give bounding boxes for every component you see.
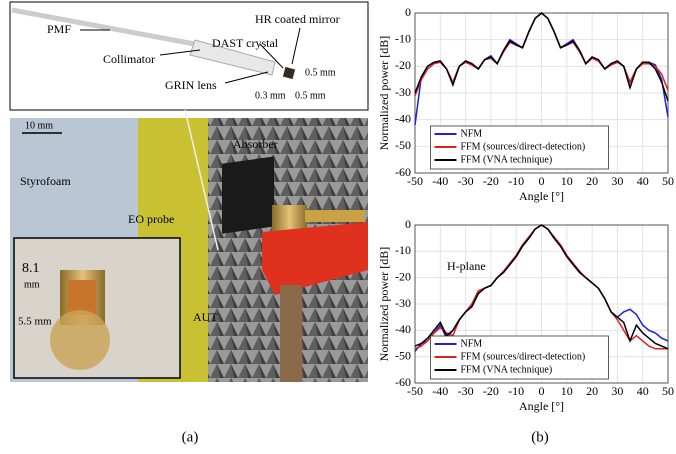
x-tick-label: 30 (611, 174, 623, 188)
label: 0.3 mm (255, 90, 286, 101)
x-tick-label: -10 (508, 174, 524, 188)
x-tick-label: 0 (539, 384, 545, 398)
label: 8.1 (22, 261, 40, 276)
y-tick-label: -20 (395, 269, 411, 283)
page: PMF Collimator GRIN lens DAST crystal HR… (0, 0, 676, 454)
caption: (b) (531, 429, 549, 445)
x-axis-label: Angle [°] (519, 189, 564, 203)
x-tick-label: 40 (637, 384, 649, 398)
x-tick-label: 30 (611, 384, 623, 398)
x-tick-label: -40 (432, 174, 448, 188)
x-tick-label: 20 (586, 384, 598, 398)
x-tick-label: 50 (662, 384, 674, 398)
y-axis-label: Normalized power [dB] (377, 247, 391, 362)
aut-aperture (68, 280, 96, 315)
x-tick-label: -20 (483, 174, 499, 188)
cable (305, 210, 365, 222)
x-tick-label: -30 (458, 384, 474, 398)
legend-label: FFM (VNA technique) (461, 154, 553, 165)
legend-label: NFM (461, 128, 483, 139)
annotation: H-plane (447, 259, 486, 273)
absorber (222, 156, 274, 233)
flange (50, 310, 110, 370)
label: PMF (47, 22, 71, 36)
label: EO probe (128, 212, 174, 226)
label: 5.5 mm (18, 316, 52, 328)
y-tick-label: -10 (395, 243, 411, 257)
label: Collimator (103, 52, 155, 66)
x-tick-label: 0 (539, 174, 545, 188)
x-tick-label: -40 (432, 384, 448, 398)
label: 10 mm (25, 120, 53, 131)
x-tick-label: 10 (561, 384, 573, 398)
legend-label: FFM (VNA technique) (461, 364, 553, 375)
label: Styrofoam (20, 174, 71, 188)
label: 0.5 mm (305, 67, 336, 78)
x-tick-label: -50 (407, 384, 423, 398)
label: 0.5 mm (295, 90, 326, 101)
y-tick-label: -50 (395, 138, 411, 152)
y-tick-label: 0 (405, 217, 411, 231)
y-tick-label: -10 (395, 31, 411, 45)
figure: PMF Collimator GRIN lens DAST crystal HR… (0, 0, 676, 449)
y-tick-label: -50 (395, 348, 411, 362)
label: DAST crystal (212, 36, 279, 50)
label: AUT (193, 310, 218, 324)
legend-label: FFM (sources/direct-detection) (461, 351, 586, 362)
x-tick-label: 10 (561, 174, 573, 188)
post (280, 285, 302, 382)
x-tick-label: -50 (407, 174, 423, 188)
y-tick-label: -20 (395, 58, 411, 72)
x-tick-label: 40 (637, 174, 649, 188)
x-tick-label: -20 (483, 384, 499, 398)
x-axis-label: Angle [°] (519, 399, 564, 413)
x-tick-label: 50 (662, 174, 674, 188)
label: GRIN lens (165, 78, 217, 92)
label: HR coated mirror (255, 12, 340, 26)
y-tick-label: -30 (395, 296, 411, 310)
label: mm (24, 279, 40, 290)
y-axis-label: Normalized power [dB] (377, 36, 391, 151)
y-tick-label: -30 (395, 85, 411, 99)
label: Absorber (233, 137, 278, 151)
x-tick-label: -10 (508, 384, 524, 398)
legend-label: FFM (sources/direct-detection) (461, 141, 586, 152)
legend-label: NFM (461, 338, 483, 349)
x-tick-label: -30 (458, 174, 474, 188)
y-tick-label: -40 (395, 322, 411, 336)
caption: (a) (182, 429, 199, 445)
x-tick-label: 20 (586, 174, 598, 188)
y-tick-label: -40 (395, 111, 411, 125)
y-tick-label: 0 (405, 5, 411, 19)
